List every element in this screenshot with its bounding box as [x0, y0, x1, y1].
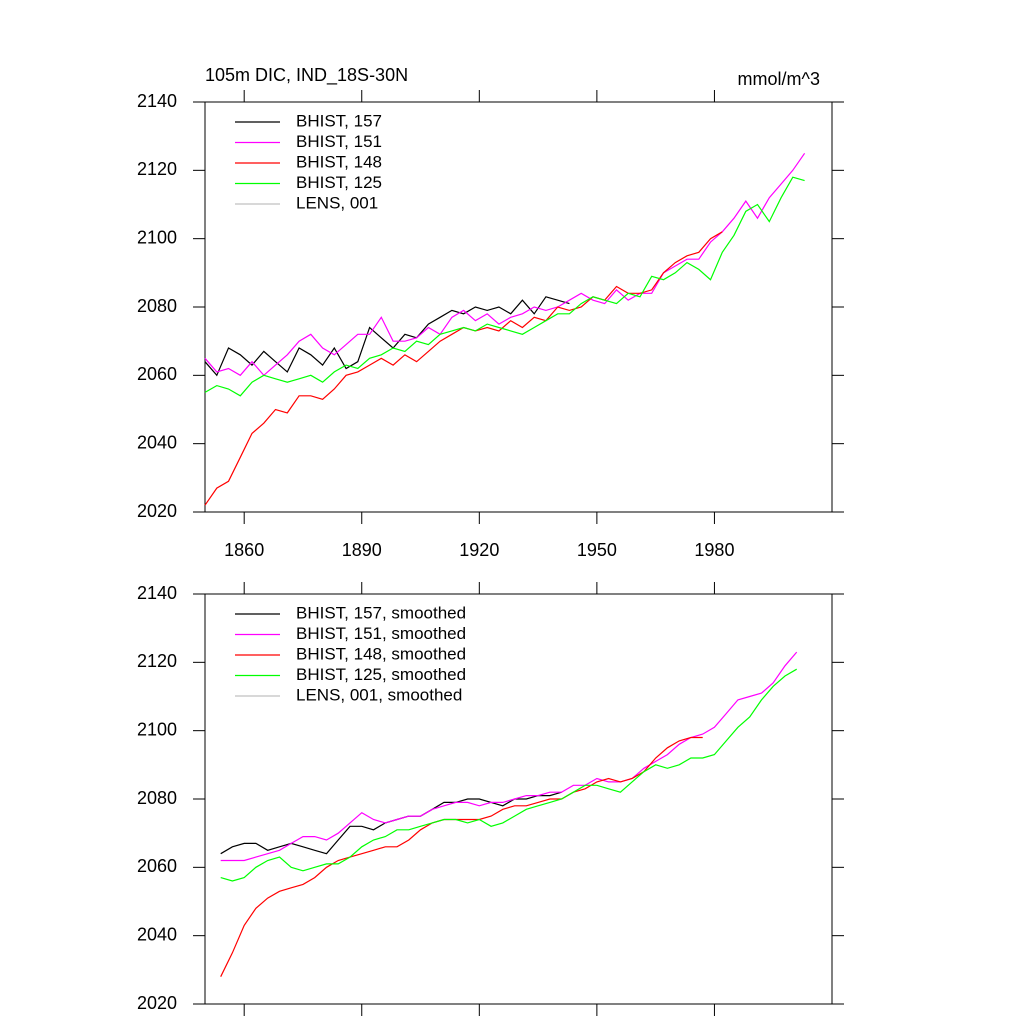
series-line	[220, 668, 798, 882]
y-tick-label: 2140	[137, 583, 177, 603]
y-tick-label: 2020	[137, 993, 177, 1013]
y-tick-label: 2060	[137, 364, 177, 384]
legend-label: BHIST, 151	[296, 132, 382, 151]
y-tick-label: 2040	[137, 432, 177, 452]
legend-label: BHIST, 148	[296, 152, 382, 171]
y-tick-label: 2120	[137, 159, 177, 179]
x-tick-label: 1890	[342, 540, 382, 560]
x-tick-label: 1980	[694, 540, 734, 560]
y-tick-label: 2060	[137, 856, 177, 876]
legend-label: LENS, 001	[296, 193, 378, 212]
legend-label: LENS, 001, smoothed	[296, 685, 462, 704]
y-tick-label: 2080	[137, 296, 177, 316]
y-tick-label: 2080	[137, 788, 177, 808]
y-tick-label: 2140	[137, 91, 177, 111]
chart-title: 105m DIC, IND_18S-30N	[205, 65, 408, 86]
x-tick-label: 1950	[577, 540, 617, 560]
y-tick-label: 2040	[137, 924, 177, 944]
series-line	[220, 651, 798, 862]
series-line	[204, 176, 805, 397]
legend-label: BHIST, 125	[296, 173, 382, 192]
y-tick-label: 2020	[137, 501, 177, 521]
y-tick-label: 2100	[137, 227, 177, 247]
series-line	[220, 736, 703, 977]
units-label: mmol/m^3	[738, 69, 820, 89]
legend-label: BHIST, 148, smoothed	[296, 644, 466, 663]
legend-label: BHIST, 125, smoothed	[296, 665, 466, 684]
series-line	[204, 152, 806, 377]
x-tick-label: 1860	[224, 540, 264, 560]
y-tick-label: 2120	[137, 651, 177, 671]
legend-label: BHIST, 151, smoothed	[296, 624, 466, 643]
series-line	[220, 791, 562, 855]
legend-label: BHIST, 157, smoothed	[296, 603, 466, 622]
series-line	[204, 296, 570, 377]
x-tick-label: 1920	[459, 540, 499, 560]
y-tick-label: 2100	[137, 719, 177, 739]
legend-label: BHIST, 157	[296, 111, 382, 130]
